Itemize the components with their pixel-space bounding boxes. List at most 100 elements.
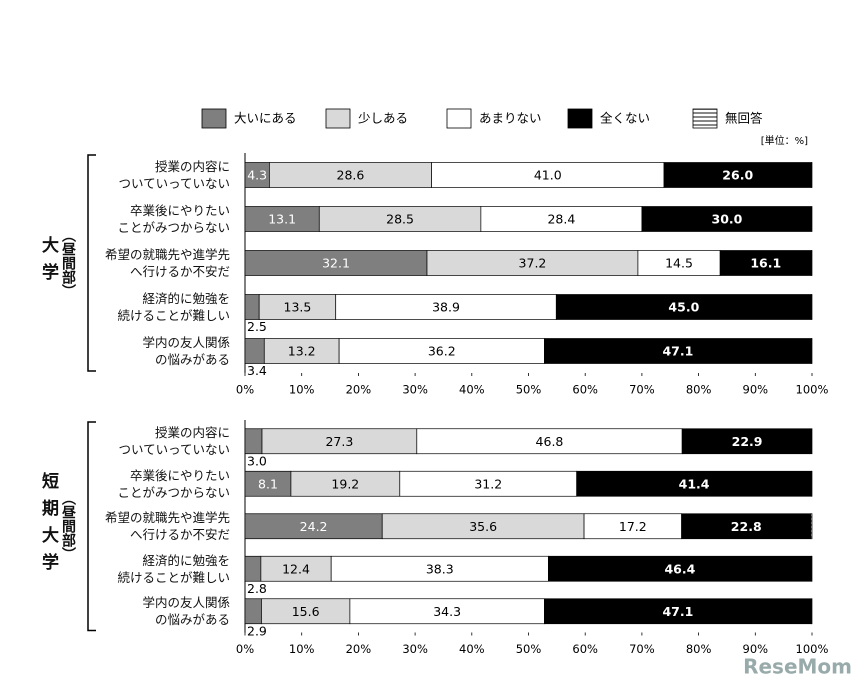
x-tick-label: 10% <box>289 383 315 397</box>
value-label: 28.6 <box>337 168 365 183</box>
value-label: 16.1 <box>750 256 781 271</box>
bar-segment <box>399 470 578 497</box>
legend-label: あまりない <box>479 111 542 126</box>
x-tick-label: 10% <box>289 642 315 656</box>
bar-segment <box>637 250 721 276</box>
bar-segment <box>244 162 270 188</box>
legend-label: 全くない <box>600 111 650 126</box>
bar-segment <box>338 338 545 364</box>
value-label: 22.9 <box>732 434 763 449</box>
category-label: 学内の友人関係 の悩みがある <box>142 595 230 628</box>
bar-segment <box>244 250 428 276</box>
x-tick-label: 0% <box>236 642 254 656</box>
value-label: 26.0 <box>722 168 753 183</box>
bar-segment <box>260 555 332 582</box>
unit-label: [単位：%] <box>761 134 808 147</box>
value-label: 22.8 <box>731 519 762 534</box>
value-label: 28.5 <box>386 212 414 227</box>
x-tick-label: 30% <box>402 383 428 397</box>
category-label: 授業の内容に ついていっていない <box>118 159 230 191</box>
x-tick-label: 100% <box>796 383 829 397</box>
value-label: 46.4 <box>664 561 695 576</box>
bar-segment <box>719 250 812 276</box>
category-label: 卒業後にやりたい ことがみつからない <box>117 467 230 500</box>
bar-segment <box>244 206 320 232</box>
bar-segment <box>811 338 813 364</box>
value-label: 4.3 <box>247 168 267 183</box>
legend-swatch <box>692 108 718 129</box>
x-tick-label: 80% <box>686 642 712 656</box>
legend-swatch <box>201 108 227 129</box>
bar-segment <box>261 598 351 625</box>
bar-segment <box>263 338 340 364</box>
value-label: 41.0 <box>534 168 562 183</box>
bar-segment <box>431 162 665 188</box>
bar-segment <box>244 555 262 582</box>
category-label: 授業の内容に ついていっていない <box>118 425 230 458</box>
value-label: 38.3 <box>426 561 454 576</box>
value-label: 13.5 <box>284 300 312 315</box>
x-tick-label: 70% <box>629 642 655 656</box>
bar-segment <box>810 513 813 540</box>
x-tick-label: 100% <box>796 642 829 656</box>
x-tick-label: 60% <box>572 383 598 397</box>
bar-segment <box>811 294 813 320</box>
value-label: 36.2 <box>428 344 456 359</box>
value-label: 32.1 <box>322 256 350 271</box>
group-bracket <box>87 154 96 372</box>
legend-label: 少しある <box>358 111 408 126</box>
value-label: 15.6 <box>292 604 320 619</box>
bar-segment <box>641 206 813 232</box>
value-label: 38.9 <box>432 300 460 315</box>
bar-segment <box>261 428 418 455</box>
x-tick-label: 80% <box>686 383 712 397</box>
value-label: 37.2 <box>519 256 547 271</box>
bar-segment <box>258 294 337 320</box>
value-label: 2.5 <box>247 319 267 334</box>
bar-segment <box>244 294 260 320</box>
bar-segment <box>544 598 812 625</box>
value-label: 30.0 <box>712 212 743 227</box>
bar-segment <box>269 162 432 188</box>
bar-segment <box>426 250 639 276</box>
legend-swatch <box>446 108 472 129</box>
group-sublabel: （昼間部） <box>60 491 76 562</box>
bar-segment <box>583 513 682 540</box>
bar-segment <box>663 162 812 188</box>
x-tick-label: 60% <box>572 642 598 656</box>
value-label: 13.1 <box>268 212 296 227</box>
x-tick-label: 90% <box>743 383 769 397</box>
bar-segment <box>576 470 812 497</box>
legend-label: 無回答 <box>725 111 763 126</box>
x-tick-label: 30% <box>402 642 428 656</box>
bar-segment <box>681 513 812 540</box>
category-label: 経済的に勉強を 続けることが難しい <box>117 552 230 585</box>
bar-segment <box>544 338 812 364</box>
x-tick-label: 50% <box>516 383 542 397</box>
value-label: 27.3 <box>325 434 353 449</box>
x-tick-label: 20% <box>346 383 372 397</box>
value-label: 17.2 <box>619 519 647 534</box>
group-label: 短期大学 <box>38 472 58 581</box>
value-label: 47.1 <box>662 344 693 359</box>
legend-swatch <box>567 108 593 129</box>
value-label: 12.4 <box>282 561 310 576</box>
group-bracket <box>87 421 96 632</box>
bar-segment <box>244 598 262 625</box>
bar-segment <box>547 555 812 582</box>
bar-segment <box>318 206 482 232</box>
bar-segment <box>335 294 557 320</box>
bar-segment <box>330 555 549 582</box>
bar-segment <box>811 162 813 188</box>
category-label: 卒業後にやりたい ことがみつからない <box>117 203 230 235</box>
bar-segment <box>811 598 813 625</box>
value-label: 2.9 <box>247 623 267 638</box>
value-label: 3.4 <box>247 363 267 378</box>
value-label: 19.2 <box>331 476 359 491</box>
bar-segment <box>244 513 383 540</box>
bar-segment <box>811 470 813 497</box>
x-tick-label: 70% <box>629 383 655 397</box>
bar-segment <box>381 513 585 540</box>
value-label: 45.0 <box>668 300 699 315</box>
